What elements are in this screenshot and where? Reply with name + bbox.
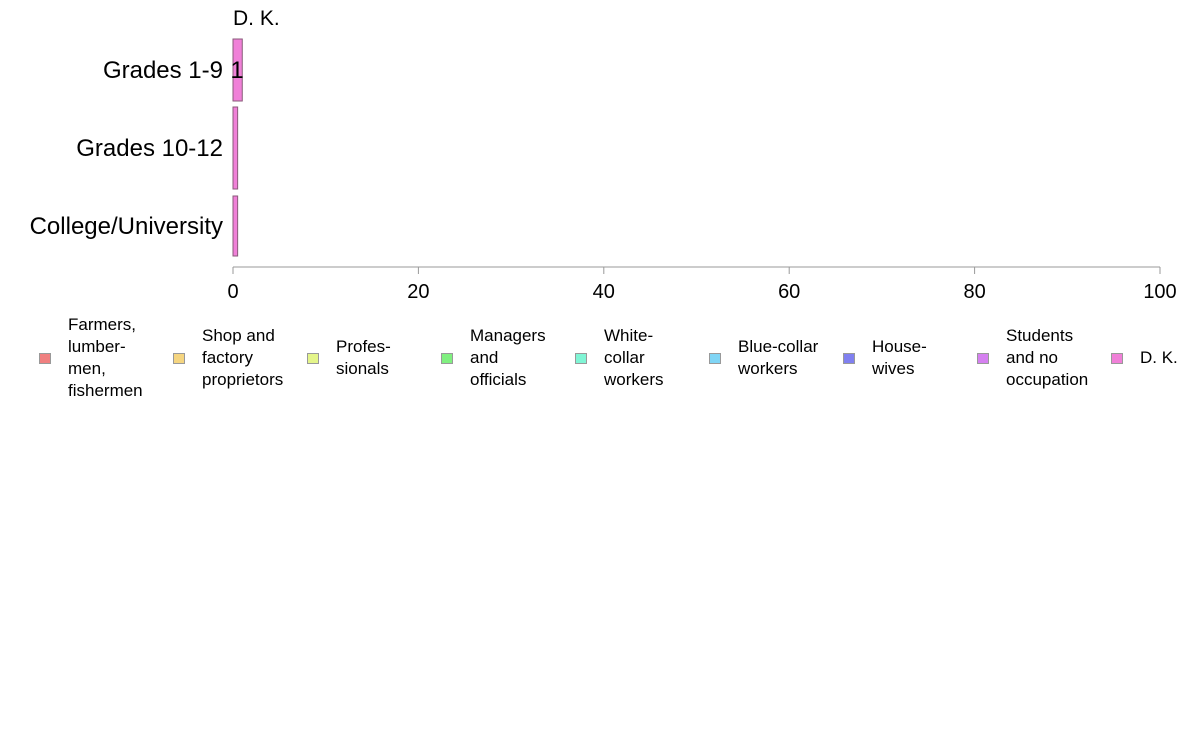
legend-item: White- collar workers (575, 325, 664, 391)
legend-label: Managers and officials (470, 326, 546, 389)
x-tick-label: 60 (778, 281, 800, 303)
category-label: Grades 1-9 (103, 57, 223, 84)
legend-label: D. K. (1140, 348, 1178, 367)
legend-item: Shop and factory proprietors (173, 325, 283, 391)
legend-swatch (1111, 352, 1123, 364)
category-label: Grades 10-12 (76, 135, 223, 162)
legend-item: House- wives (843, 336, 927, 380)
chart-canvas: D. K. Grades 1-9 1 Grades 10-12 College/Univ… (30, 7, 1177, 303)
x-tick-label: 80 (963, 281, 985, 303)
bar-segment (232, 38, 243, 102)
legend-item: Blue-collar workers (709, 336, 818, 380)
legend-label: Students and no occupation (1006, 326, 1089, 389)
legend-label: House- wives (872, 337, 927, 378)
legend-label: Blue-collar workers (738, 337, 819, 378)
legend-swatch (441, 352, 453, 364)
legend-item: Farmers, lumber- men, fishermen (39, 314, 143, 402)
legend-swatch (173, 352, 185, 364)
legend-item: Profes- sionals (307, 336, 391, 380)
legend-swatch (39, 352, 51, 364)
legend-swatch (709, 352, 721, 364)
bar-segment (232, 195, 239, 257)
x-tick-label: 100 (1143, 281, 1176, 303)
legend-swatch (307, 352, 319, 364)
legend-item: Students and no occupation (977, 325, 1088, 391)
legend-swatch (843, 352, 855, 364)
x-tick-label: 0 (227, 281, 238, 303)
chart-legend: Farmers, lumber- men, fishermen Shop and … (0, 314, 1188, 416)
data-label: 1 (230, 57, 243, 84)
legend-label: Farmers, lumber- men, fishermen (68, 315, 143, 400)
legend-label: White- collar workers (604, 326, 664, 389)
legend-item: D. K. (1111, 347, 1178, 369)
legend-item: Managers and officials (441, 325, 546, 391)
legend-label: Profes- sionals (336, 337, 391, 378)
legend-swatch (977, 352, 989, 364)
bar-segment (232, 106, 239, 190)
category-label: College/University (30, 213, 223, 240)
legend-swatch (575, 352, 587, 364)
x-tick-label: 40 (593, 281, 615, 303)
legend-label: Shop and factory proprietors (202, 326, 284, 389)
top-label: D. K. (233, 7, 280, 30)
x-tick-label: 20 (407, 281, 429, 303)
